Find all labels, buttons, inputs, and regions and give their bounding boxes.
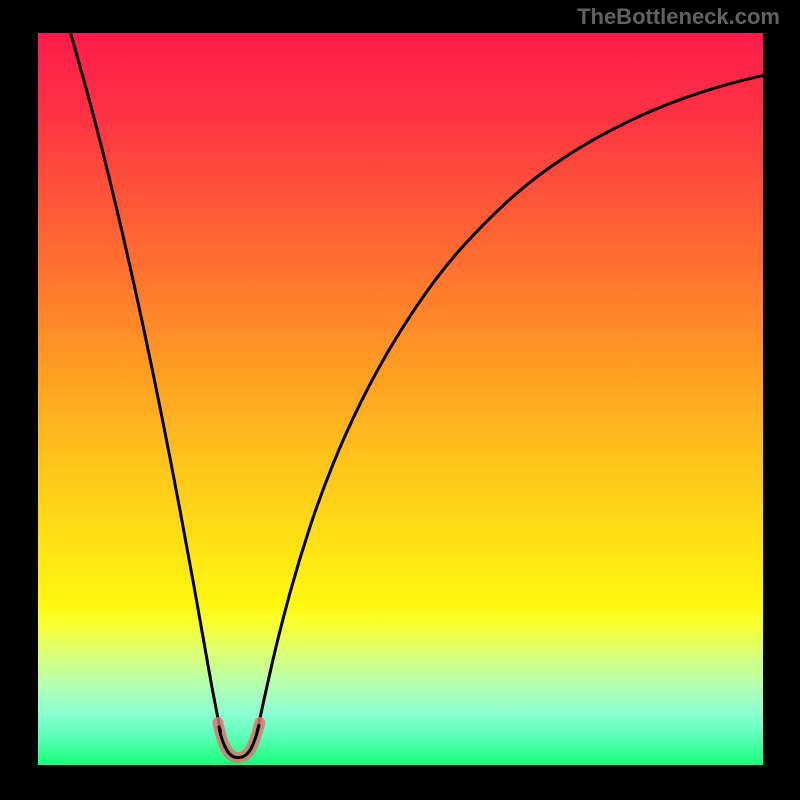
watermark-text: TheBottleneck.com [577, 4, 780, 30]
curve-layer [38, 33, 763, 765]
gradient-background [38, 33, 763, 765]
chart-container: TheBottleneck.com [0, 0, 800, 800]
plot-area [38, 33, 763, 765]
